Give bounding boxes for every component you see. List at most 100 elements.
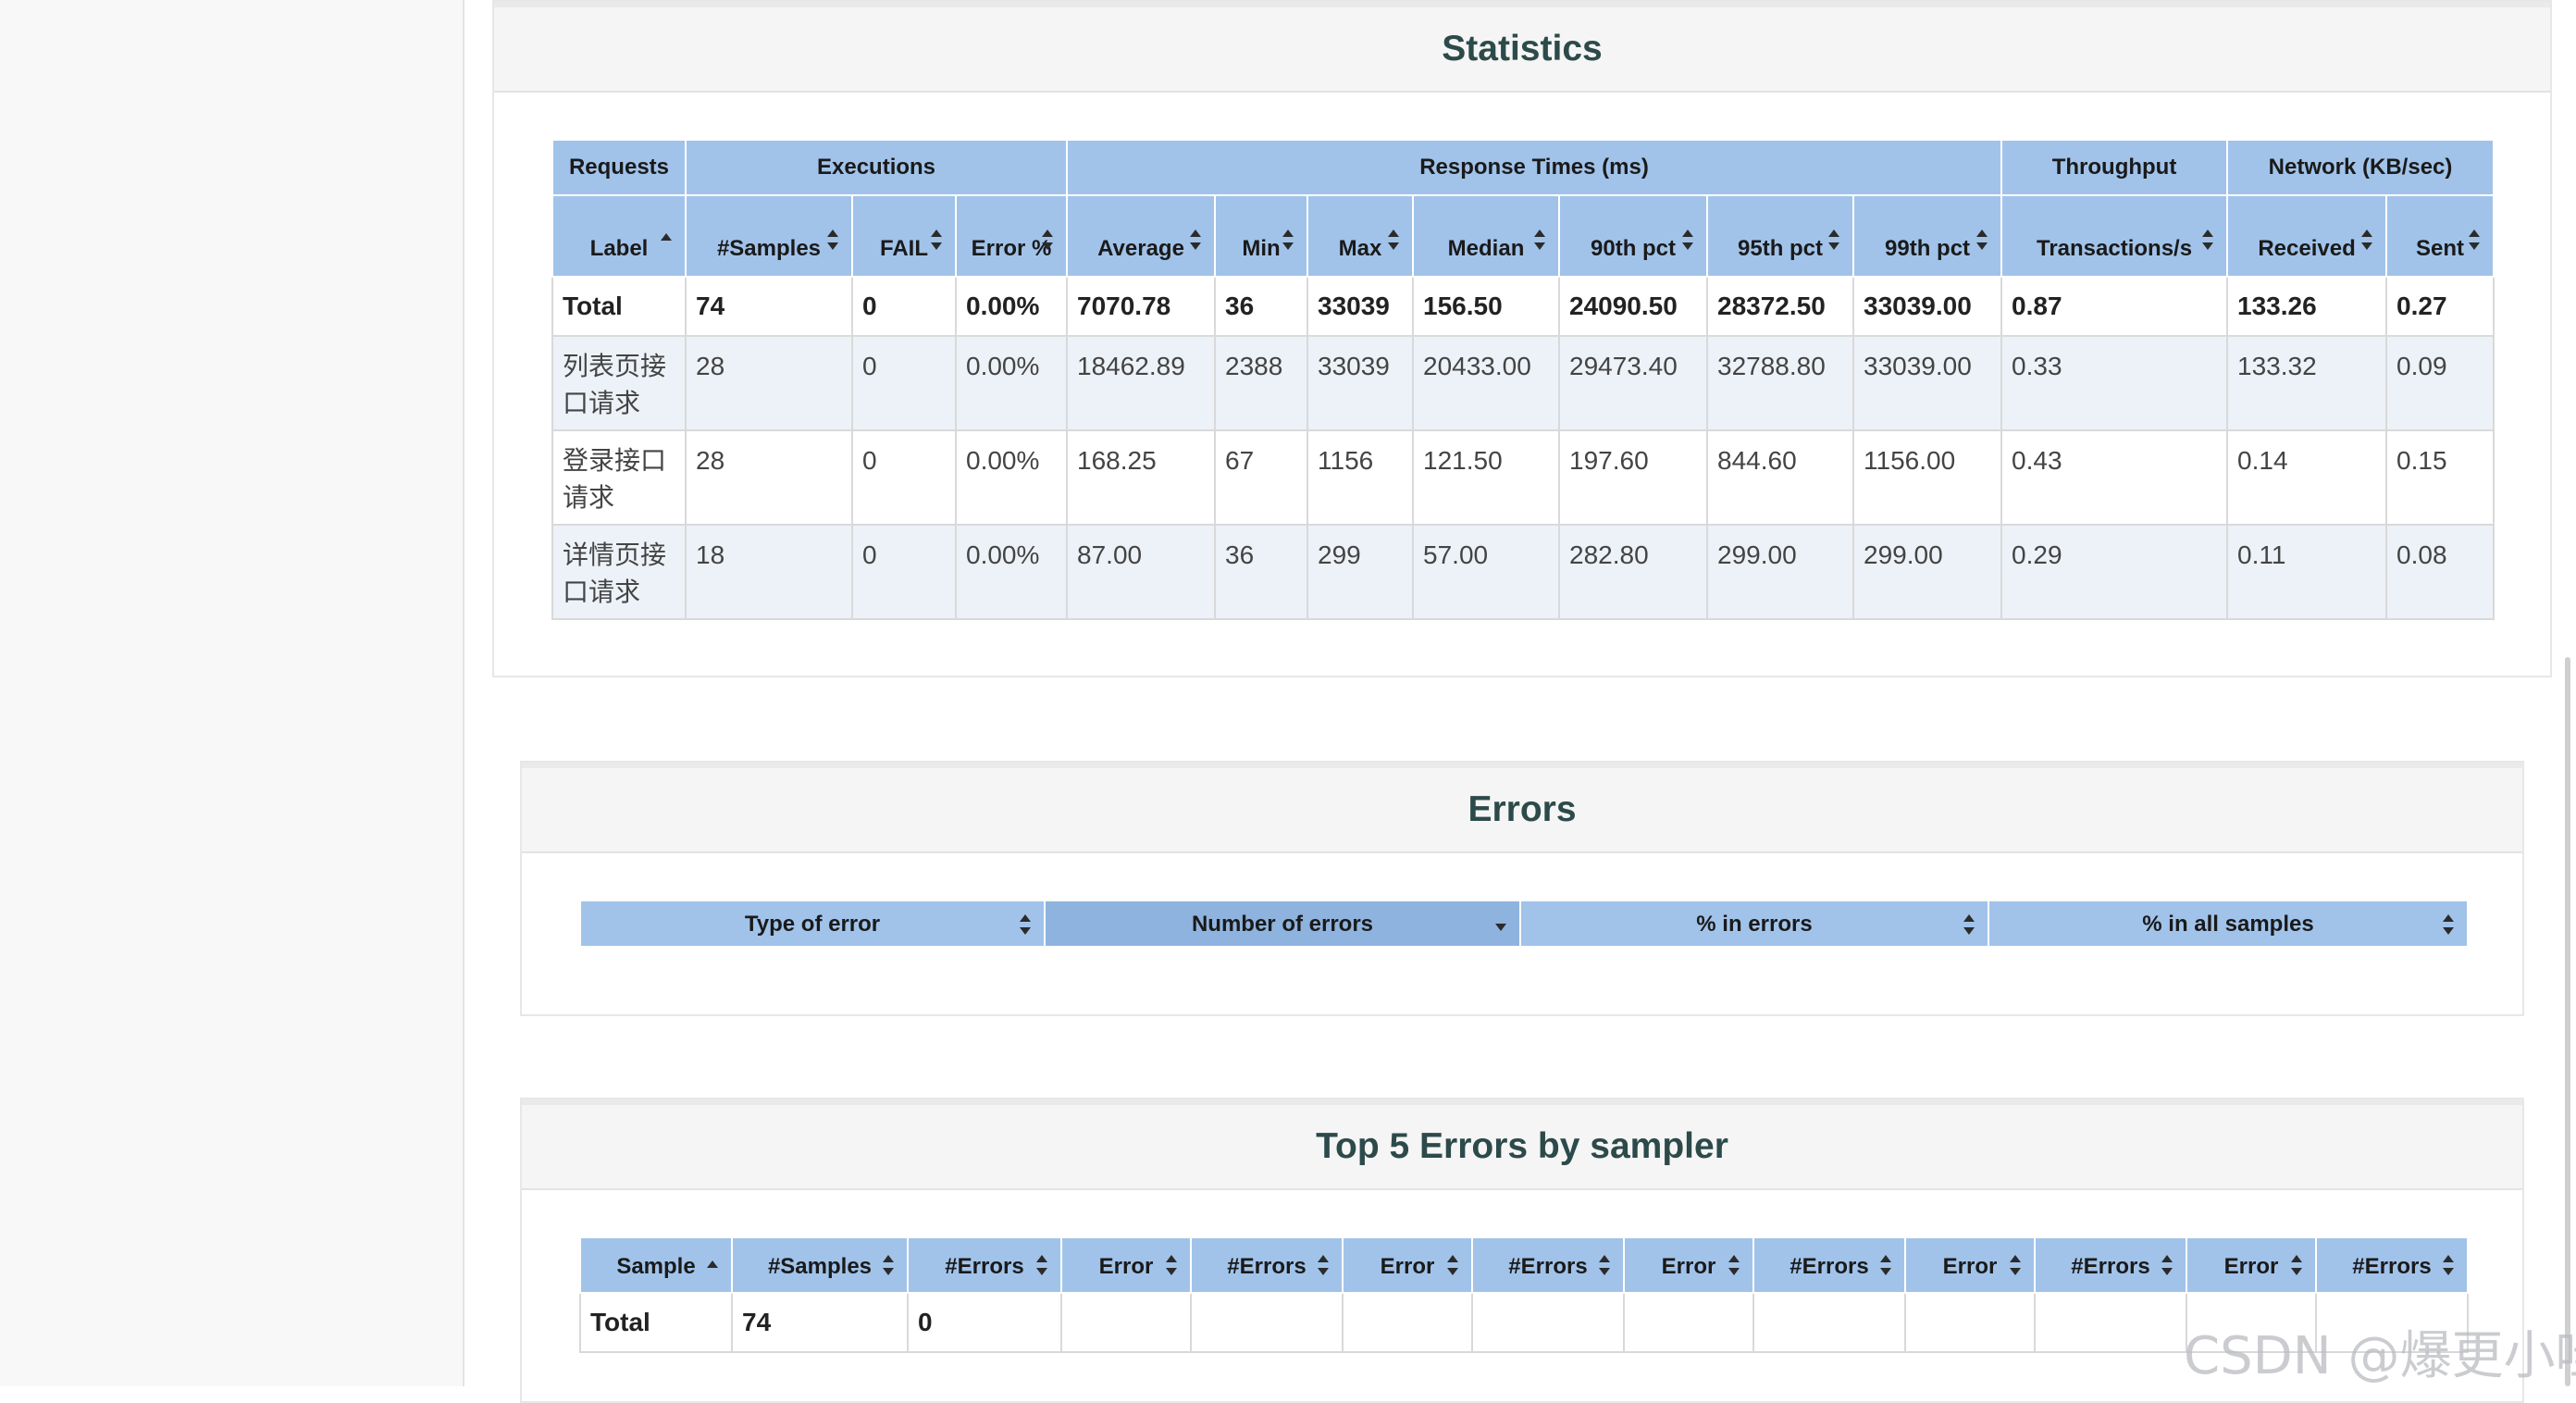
top5-total-cell — [1060, 1292, 1192, 1353]
stats-data-cell: 29473.40 — [1558, 335, 1709, 431]
top5-header-errors-4[interactable]: #Errors — [1190, 1236, 1344, 1294]
top5-header-label: #Errors — [2071, 1254, 2150, 1279]
stats-data-cell: 1156 — [1307, 429, 1415, 526]
stats-data-cell: 1156.00 — [1852, 429, 2003, 526]
stats-data-cell: 登录接口请求 — [551, 429, 687, 526]
stats-total-cell: 74 — [685, 276, 853, 337]
stats-total-cell: Total — [551, 276, 687, 337]
sort-both-icon — [1042, 230, 1054, 250]
top5-header-samples-1[interactable]: #Samples — [731, 1236, 909, 1294]
sort-both-icon — [1599, 1255, 1610, 1275]
stats-header-min-5[interactable]: Min — [1214, 194, 1309, 278]
group-throughput: Throughput — [2000, 139, 2229, 196]
stats-header-sent-13[interactable]: Sent — [2385, 194, 2496, 278]
stats-data-cell: 33039.00 — [1852, 335, 2003, 431]
stats-header-99th-pct-10[interactable]: 99th pct — [1852, 194, 2003, 278]
stats-total-cell: 0.00% — [954, 276, 1069, 337]
sort-both-icon — [2010, 1255, 2021, 1275]
top5-total-cell — [1190, 1292, 1344, 1353]
errors-header-number-of-errors-1[interactable]: Number of errors — [1044, 900, 1521, 948]
stats-header-label: Label — [589, 236, 649, 261]
group-executions: Executions — [684, 139, 1069, 196]
stats-total-cell: 7070.78 — [1066, 276, 1217, 337]
stats-header-average-4[interactable]: Average — [1066, 194, 1217, 278]
top5-header-error-3[interactable]: Error — [1060, 1236, 1192, 1294]
top5-header-errors-2[interactable]: #Errors — [907, 1236, 1062, 1294]
top5-header-error-9[interactable]: Error — [1904, 1236, 2036, 1294]
top5-header-label: #Errors — [1790, 1254, 1869, 1279]
stats-header-fail-2[interactable]: FAIL — [851, 194, 957, 278]
top5-header-label: #Samples — [767, 1254, 873, 1279]
top5-panel: Top 5 Errors by sampler Sample #Samples #E… — [520, 1098, 2524, 1403]
stats-data-cell: 87.00 — [1066, 524, 1217, 620]
stats-header-received-12[interactable]: Received — [2226, 194, 2388, 278]
top5-header-errors-12[interactable]: #Errors — [2315, 1236, 2469, 1294]
stats-data-cell: 0.00% — [954, 429, 1069, 526]
top5-header-label: Error — [1098, 1254, 1154, 1279]
errors-header-in-all-samples-3[interactable]: % in all samples — [1988, 900, 2469, 948]
stats-data-cell: 18 — [685, 524, 853, 620]
errors-header-label: Type of error — [744, 912, 881, 937]
top5-header-label: Error — [1942, 1254, 1998, 1279]
sort-ascending-icon — [707, 1260, 718, 1270]
top5-header-errors-10[interactable]: #Errors — [2034, 1236, 2187, 1294]
sort-both-icon — [827, 230, 838, 250]
stats-data-cell: 2388 — [1214, 335, 1309, 431]
errors-header-type-of-error-0[interactable]: Type of error — [579, 900, 1046, 948]
stats-data-row: 详情页接口请求 18 0 0.00% 87.00 36 299 57.00 282.80 299.… — [551, 524, 2496, 620]
stats-data-cell: 0.33 — [2000, 335, 2229, 431]
stats-header-samples-1[interactable]: #Samples — [685, 194, 853, 278]
stats-header-90th-pct-8[interactable]: 90th pct — [1558, 194, 1709, 278]
sort-both-icon — [1166, 1255, 1177, 1275]
stats-data-row: 登录接口请求 28 0 0.00% 168.25 67 1156 121.50 197.60 84… — [551, 429, 2496, 526]
stats-header-transactions-s-11[interactable]: Transactions/s — [2000, 194, 2229, 278]
top5-total-cell — [1752, 1292, 1906, 1353]
top5-header-error-5[interactable]: Error — [1342, 1236, 1473, 1294]
top5-total-cell — [1623, 1292, 1754, 1353]
top5-header-error-11[interactable]: Error — [2186, 1236, 2317, 1294]
sort-both-icon — [931, 230, 942, 250]
stats-header-95th-pct-9[interactable]: 95th pct — [1706, 194, 1855, 278]
sort-both-icon — [1682, 230, 1694, 250]
top5-header-label: Sample — [616, 1254, 696, 1279]
stats-header-label: Max — [1338, 236, 1382, 261]
stats-data-cell: 0.15 — [2385, 429, 2496, 526]
top5-title: Top 5 Errors by sampler — [1316, 1126, 1728, 1166]
top5-header-sample-0[interactable]: Sample — [579, 1236, 733, 1294]
stats-data-cell: 57.00 — [1412, 524, 1561, 620]
errors-header-label: % in errors — [1696, 912, 1813, 937]
stats-total-cell: 36 — [1214, 276, 1309, 337]
stats-header-label: #Samples — [716, 236, 822, 261]
top5-total-cell: 74 — [731, 1292, 909, 1353]
stats-header-max-6[interactable]: Max — [1307, 194, 1415, 278]
stats-data-cell: 299 — [1307, 524, 1415, 620]
group-network: Network (KB/sec) — [2226, 139, 2496, 196]
top5-header-label: #Errors — [2352, 1254, 2432, 1279]
stats-header-error-3[interactable]: Error % — [954, 194, 1069, 278]
top5-table: Sample #Samples #Errors Error #Errors Error #E… — [579, 1236, 2469, 1353]
top5-header-errors-8[interactable]: #Errors — [1752, 1236, 1906, 1294]
top5-header-label: #Errors — [1508, 1254, 1588, 1279]
sort-both-icon — [2202, 230, 2214, 250]
scrollbar-thumb[interactable] — [2565, 657, 2570, 1386]
left-sidebar — [0, 0, 464, 1386]
sort-both-icon — [1036, 1255, 1047, 1275]
sort-both-icon — [2443, 914, 2454, 935]
sort-both-icon — [1963, 914, 1975, 935]
top5-total-cell — [2034, 1292, 2187, 1353]
stats-data-cell: 0.43 — [2000, 429, 2229, 526]
errors-header-in-errors-2[interactable]: % in errors — [1519, 900, 1989, 948]
top5-header-error-7[interactable]: Error — [1623, 1236, 1754, 1294]
statistics-title: Statistics — [1442, 29, 1603, 68]
stats-total-cell: 28372.50 — [1706, 276, 1855, 337]
stats-header-label-0[interactable]: Label — [551, 194, 687, 278]
stats-data-cell: 197.60 — [1558, 429, 1709, 526]
stats-total-cell: 0 — [851, 276, 957, 337]
page-scrollbar[interactable] — [2556, 0, 2576, 1386]
stats-header-label: Received — [2258, 236, 2356, 261]
stats-header-label: 99th pct — [1885, 236, 1971, 261]
top5-header-errors-6[interactable]: #Errors — [1471, 1236, 1625, 1294]
errors-header-label: Number of errors — [1191, 912, 1374, 937]
sort-both-icon — [2161, 1255, 2173, 1275]
stats-header-median-7[interactable]: Median — [1412, 194, 1561, 278]
